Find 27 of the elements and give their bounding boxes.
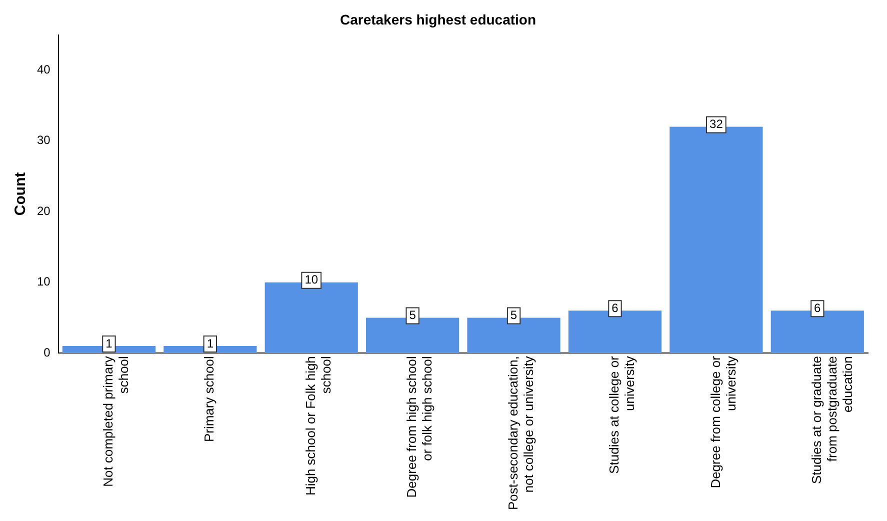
bar <box>467 318 560 354</box>
x-tick-label: Degree from college or university <box>708 355 738 488</box>
y-axis-title: Count <box>12 172 30 216</box>
y-tick-label: 10 <box>36 274 51 289</box>
x-tick-label: Studies at or graduate from postgraduate education <box>808 356 856 484</box>
y-tick-label: 0 <box>44 345 51 360</box>
data-label: 32 <box>710 117 724 132</box>
x-tick-label: Primary school <box>202 356 217 442</box>
chart-title: Caretakers highest education <box>340 11 536 28</box>
y-tick-label: 30 <box>36 133 51 148</box>
bar <box>670 126 763 354</box>
data-label: 1 <box>206 336 214 350</box>
x-tick-label: High school or Folk high school <box>302 356 334 496</box>
y-tick-label: 20 <box>36 204 51 218</box>
bar <box>568 310 662 354</box>
bar <box>770 310 864 354</box>
data-label: 6 <box>814 300 822 315</box>
data-label: 10 <box>304 272 318 287</box>
data-label: 5 <box>510 308 518 322</box>
y-tick-label: 40 <box>36 62 51 76</box>
data-label: 5 <box>409 308 416 322</box>
bar <box>366 318 460 354</box>
x-tick-label: Not completed primary school <box>100 356 132 487</box>
data-label: 6 <box>612 300 619 315</box>
x-tick-label: Studies at college or university <box>606 355 638 474</box>
data-label: 1 <box>106 336 113 350</box>
bar <box>264 282 358 354</box>
